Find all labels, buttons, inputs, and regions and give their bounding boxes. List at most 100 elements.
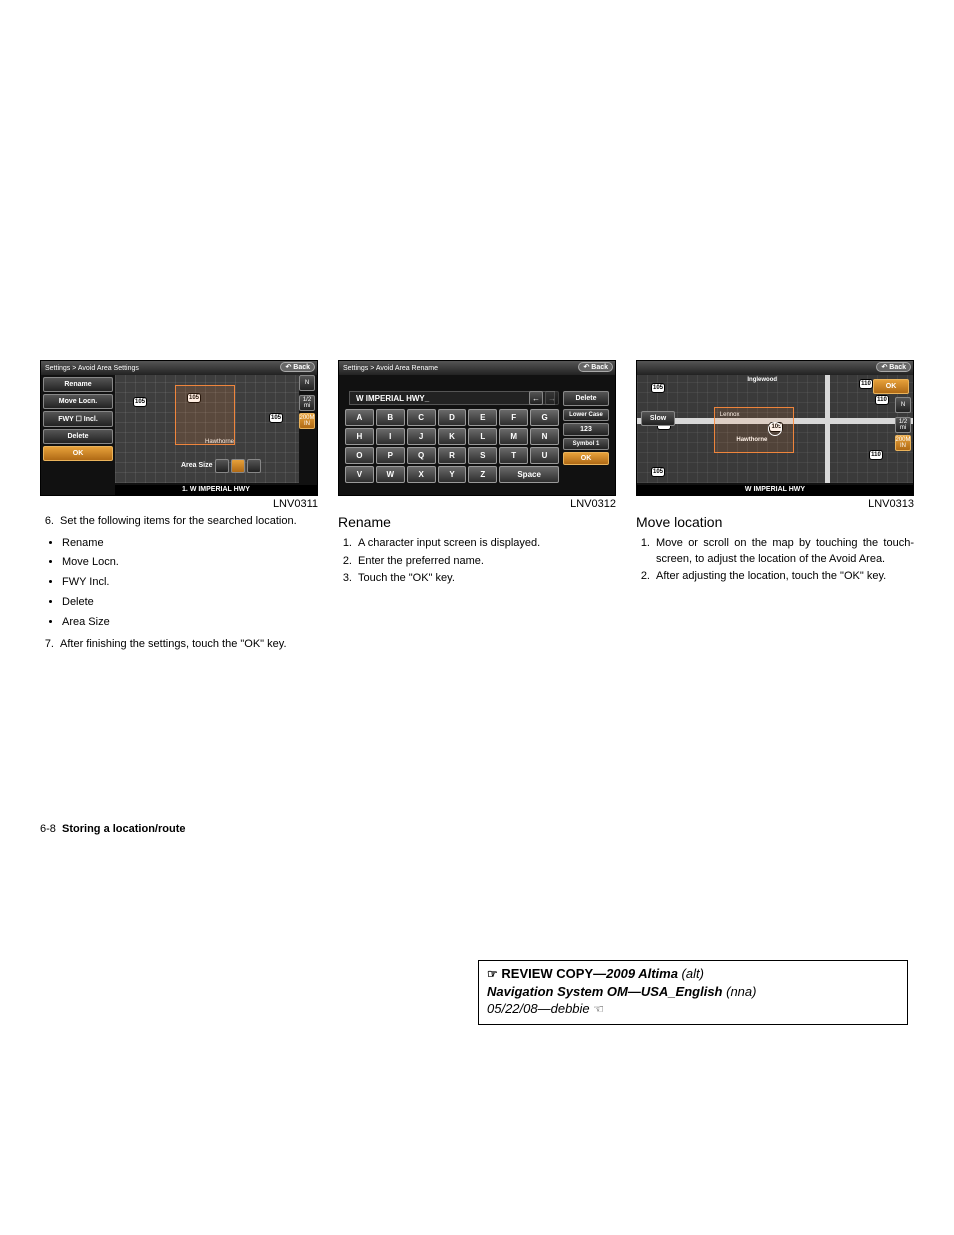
ok-button[interactable]: OK: [873, 379, 909, 394]
subheading-rename: Rename: [338, 514, 616, 530]
breadcrumb: Settings > Avoid Area Rename: [343, 365, 438, 372]
review-line-1: ☞ REVIEW COPY—2009 Altima (alt): [487, 965, 899, 983]
area-size-control[interactable]: Area Size: [181, 459, 261, 473]
review-line-2: Navigation System OM—USA_English (nna): [487, 983, 899, 1001]
area-size-selected-icon[interactable]: [231, 459, 245, 473]
key-d[interactable]: D: [438, 409, 467, 426]
page: Settings > Avoid Area Settings ↶ Back Re…: [0, 0, 954, 1235]
key-l[interactable]: L: [468, 428, 497, 445]
keyboard: A B C D E F G H I J K L M N O P Q: [345, 409, 559, 483]
key-m[interactable]: M: [499, 428, 528, 445]
list-text: Set the following items for the searched…: [60, 514, 318, 530]
ok-button[interactable]: OK: [43, 446, 113, 461]
route-shield-icon: 110: [875, 395, 889, 405]
key-h[interactable]: H: [345, 428, 374, 445]
keyboard-side: Lower Case 123 Symbol 1 OK: [563, 409, 609, 465]
delete-key[interactable]: Delete: [563, 391, 609, 406]
section-title: Storing a location/route: [62, 823, 185, 835]
key-y[interactable]: Y: [438, 466, 467, 483]
list-item: Move Locn.: [62, 555, 318, 571]
status-bar: W IMPERIAL HWY: [637, 485, 913, 495]
arrow-right-button[interactable]: →: [545, 391, 559, 405]
column-right: ↶ Back Inglewood Lennox Hawthorne 105 11…: [636, 360, 914, 655]
pointing-hand-icon: ☞: [487, 966, 498, 982]
breadcrumb: Settings > Avoid Area Settings: [45, 365, 139, 372]
key-z[interactable]: Z: [468, 466, 497, 483]
compass-icon[interactable]: N: [895, 397, 911, 413]
list-item: 7. After finishing the settings, touch t…: [40, 637, 318, 653]
key-o[interactable]: O: [345, 447, 374, 464]
route-shield-icon: 105: [133, 397, 147, 407]
compass-icon[interactable]: N: [299, 375, 315, 391]
screenshot-rename-keyboard: Settings > Avoid Area Rename ↶ Back W IM…: [338, 360, 616, 496]
back-button[interactable]: ↶ Back: [280, 362, 315, 372]
delete-button[interactable]: Delete: [43, 429, 113, 444]
key-u[interactable]: U: [530, 447, 559, 464]
key-p[interactable]: P: [376, 447, 405, 464]
list-item: FWY Incl.: [62, 575, 318, 591]
list-text: After adjusting the location, touch the …: [656, 569, 914, 585]
key-e[interactable]: E: [468, 409, 497, 426]
numbers-key[interactable]: 123: [563, 423, 609, 436]
screenshot-move-location: ↶ Back Inglewood Lennox Hawthorne 105 11…: [636, 360, 914, 496]
key-c[interactable]: C: [407, 409, 436, 426]
key-b[interactable]: B: [376, 409, 405, 426]
route-shield-icon: 110: [869, 450, 883, 460]
list-text: Touch the "OK" key.: [358, 571, 616, 587]
review-line-3: 05/22/08—debbie ☜: [487, 1000, 899, 1018]
key-j[interactable]: J: [407, 428, 436, 445]
key-r[interactable]: R: [438, 447, 467, 464]
figure-label: LNV0312: [338, 498, 616, 510]
rename-button[interactable]: Rename: [43, 377, 113, 392]
key-w[interactable]: W: [376, 466, 405, 483]
fwy-incl-button[interactable]: FWY ☐ Incl.: [43, 411, 113, 427]
route-shield-icon: 105: [269, 413, 283, 423]
key-n[interactable]: N: [530, 428, 559, 445]
screenshot-avoid-area-settings: Settings > Avoid Area Settings ↶ Back Re…: [40, 360, 318, 496]
arrow-left-button[interactable]: ←: [529, 391, 543, 405]
list-item: Rename: [62, 536, 318, 552]
zoom-in-button[interactable]: 200M IN: [299, 413, 315, 429]
slow-button[interactable]: Slow: [641, 411, 675, 426]
screenshot-titlebar: Settings > Avoid Area Rename ↶ Back: [339, 361, 615, 375]
road-vertical: [825, 375, 830, 483]
scale-half-mile[interactable]: 1/2 mi: [895, 417, 911, 433]
key-a[interactable]: A: [345, 409, 374, 426]
area-size-small-icon[interactable]: [215, 459, 229, 473]
list-item: 1.A character input screen is displayed.: [338, 536, 616, 552]
screenshot-titlebar: ↶ Back: [637, 361, 913, 375]
move-locn-button[interactable]: Move Locn.: [43, 394, 113, 409]
back-label: Back: [293, 364, 310, 371]
key-g[interactable]: G: [530, 409, 559, 426]
column-middle: Settings > Avoid Area Rename ↶ Back W IM…: [338, 360, 616, 655]
text-input[interactable]: W IMPERIAL HWY_: [349, 391, 555, 405]
scale-half-mile[interactable]: 1/2 mi: [299, 395, 315, 411]
key-f[interactable]: F: [499, 409, 528, 426]
back-button[interactable]: ↶ Back: [578, 362, 613, 372]
key-k[interactable]: K: [438, 428, 467, 445]
key-space[interactable]: Space: [499, 466, 559, 483]
route-shield-icon: 105: [651, 383, 665, 393]
lowercase-key[interactable]: Lower Case: [563, 409, 609, 421]
review-nna: (nna): [726, 984, 756, 999]
list-text: Enter the preferred name.: [358, 554, 616, 570]
area-size-large-icon[interactable]: [247, 459, 261, 473]
key-x[interactable]: X: [407, 466, 436, 483]
key-q[interactable]: Q: [407, 447, 436, 464]
key-i[interactable]: I: [376, 428, 405, 445]
map-right-controls-2: N 1/2 mi 200M IN: [895, 397, 911, 451]
back-label: Back: [591, 364, 608, 371]
review-model: 2009 Altima: [606, 966, 678, 981]
list-text: Move or scroll on the map by touching th…: [656, 536, 914, 568]
route-shield-icon: 110: [859, 379, 873, 389]
list-item: Delete: [62, 595, 318, 611]
key-t[interactable]: T: [499, 447, 528, 464]
symbol-key[interactable]: Symbol 1: [563, 438, 609, 450]
key-v[interactable]: V: [345, 466, 374, 483]
key-s[interactable]: S: [468, 447, 497, 464]
ok-key[interactable]: OK: [563, 452, 609, 465]
map-label-inglewood: Inglewood: [747, 377, 777, 383]
zoom-in-button[interactable]: 200M IN: [895, 435, 911, 451]
back-button[interactable]: ↶ Back: [876, 362, 911, 372]
map-area[interactable]: Inglewood Lennox Hawthorne 105 110 110 1…: [637, 375, 913, 483]
